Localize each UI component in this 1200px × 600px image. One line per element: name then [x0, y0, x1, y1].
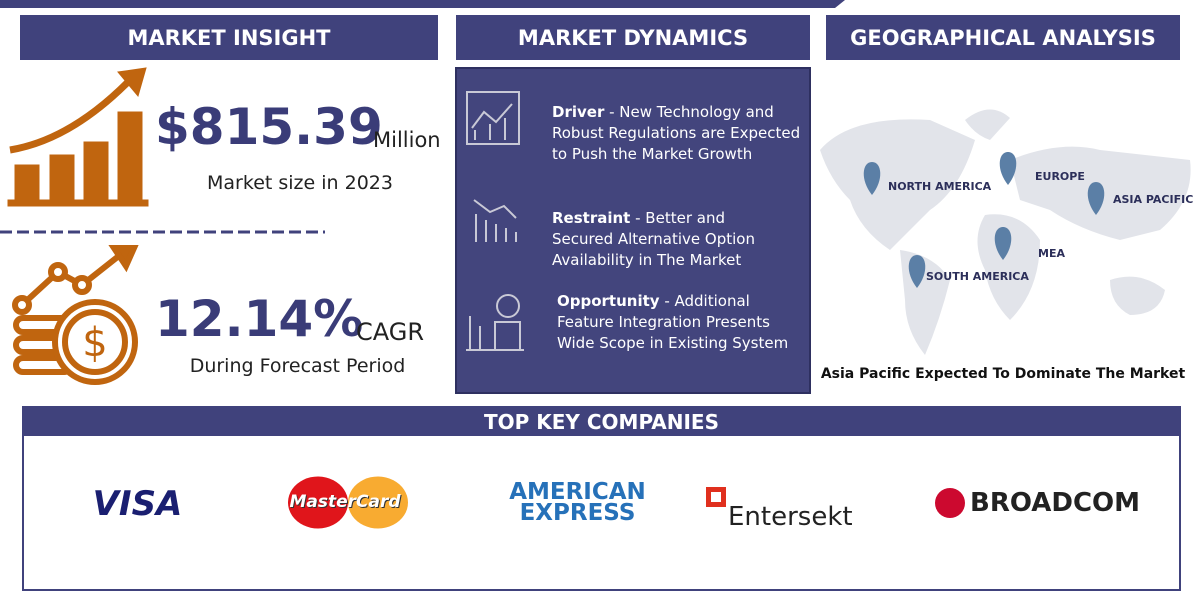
- cagr-unit: CAGR: [356, 318, 425, 346]
- region-label: NORTH AMERICA: [888, 180, 992, 193]
- dynamic-item: Driver - New Technology and Robust Regul…: [552, 102, 807, 165]
- item-text: - Better and Secured Alternative Option …: [552, 209, 755, 269]
- dynamic-item: Opportunity - Additional Feature Integra…: [557, 291, 802, 354]
- cagr: 12.14%: [155, 290, 364, 348]
- company-logo: BROADCOM: [970, 488, 1141, 518]
- section-header: GEOGRAPHICAL ANALYSIS: [826, 15, 1180, 60]
- section-header: MARKET DYNAMICS: [456, 15, 810, 60]
- item-text: - New Technology and Robust Regulations …: [552, 103, 801, 163]
- company-logo: AMERICAN EXPRESS: [509, 479, 646, 526]
- section-header: TOP KEY COMPANIES: [23, 407, 1180, 436]
- company-logo: MasterCard: [289, 492, 401, 512]
- company-logo: VISA: [92, 484, 183, 524]
- region-label: EUROPE: [1035, 170, 1085, 183]
- section-header: MARKET INSIGHT: [20, 15, 438, 60]
- region-label: MEA: [1038, 247, 1065, 260]
- dynamic-item: Restraint - Better and Secured Alternati…: [552, 208, 777, 271]
- company-logo: Entersekt: [728, 502, 853, 532]
- market-size-label: Market size in 2023: [207, 172, 393, 194]
- region-label: ASIA PACIFIC: [1113, 193, 1194, 206]
- item-label: Opportunity: [557, 292, 660, 310]
- region-label: SOUTH AMERICA: [926, 270, 1029, 283]
- item-text: - Additional Feature Integration Present…: [557, 292, 789, 352]
- cagr-label: During Forecast Period: [189, 355, 406, 377]
- item-label: Restraint: [552, 209, 631, 227]
- market-size: $815.39: [155, 98, 383, 156]
- market-size-unit: Million: [373, 128, 441, 152]
- item-label: Driver: [552, 103, 605, 121]
- svg-text:$: $: [82, 320, 107, 366]
- map-caption: Asia Pacific Expected To Dominate The Ma…: [820, 366, 1186, 382]
